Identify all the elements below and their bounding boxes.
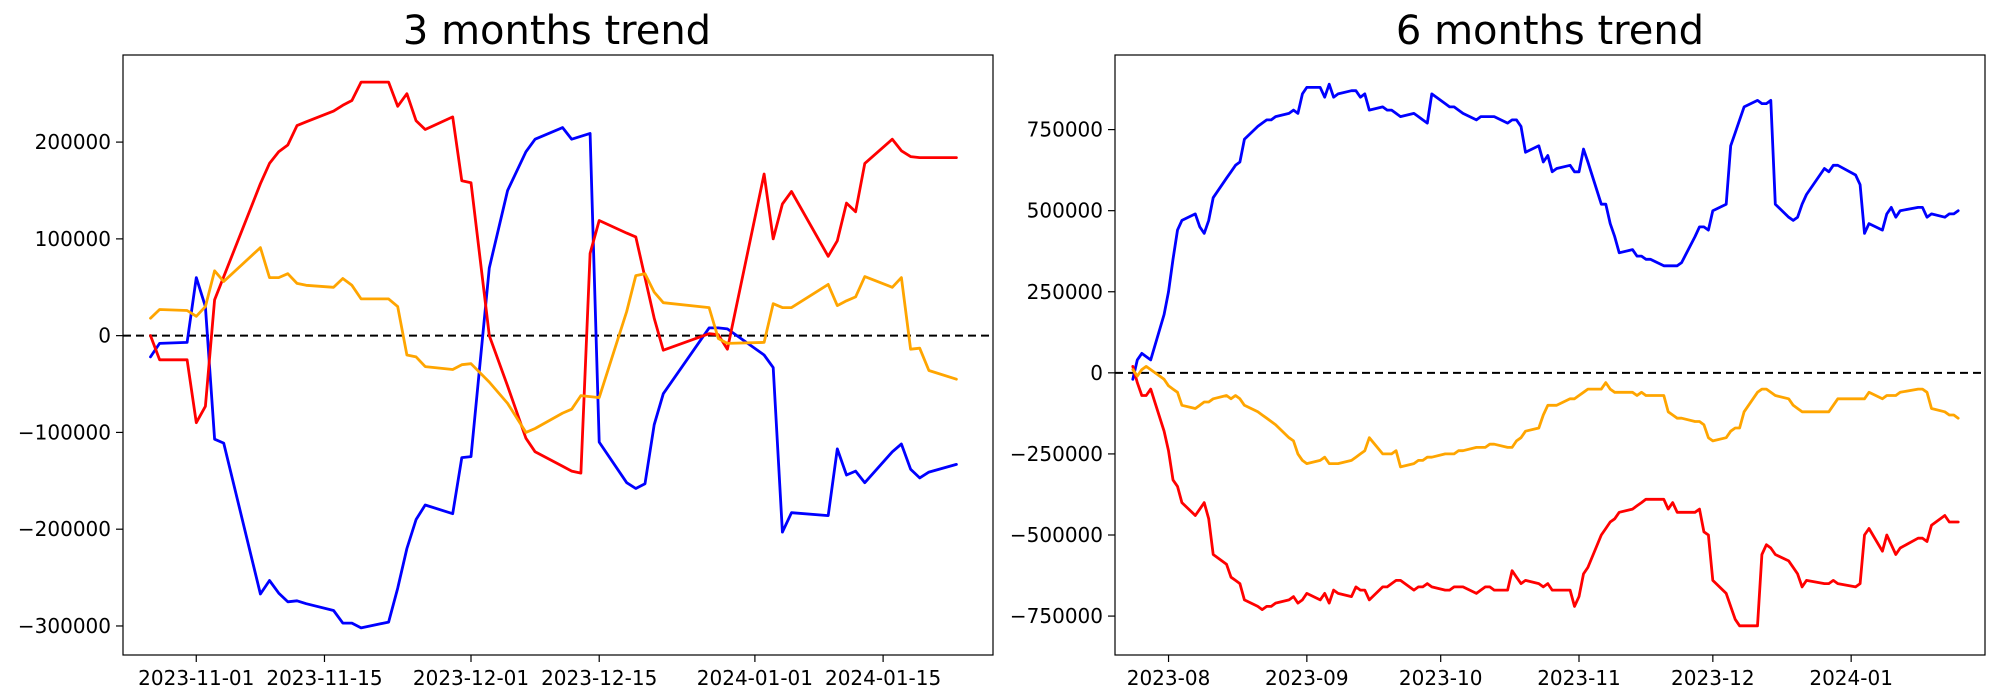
x-tick-label: 2024-01-15 <box>825 666 941 690</box>
chart-3-months-trend: 3 months trend −300000 −200000 −100000 0 100… <box>18 8 994 690</box>
x-tick-label: 2023-12-15 <box>541 666 657 690</box>
y-tick-label: 750000 <box>1027 118 1103 142</box>
x-tick-label: 2023-11-15 <box>266 666 382 690</box>
red-series-line <box>149 80 958 475</box>
y-tick-label: −300000 <box>18 614 111 638</box>
x-tick-label: 2023-11-01 <box>138 666 254 690</box>
y-tick-label: −100000 <box>18 420 111 444</box>
y-tick-label: 100000 <box>35 227 111 251</box>
y-tick-label: 0 <box>1090 361 1103 385</box>
blue-series-line <box>149 126 958 630</box>
axes-frame <box>1114 54 1986 656</box>
x-tick-label: 2023-08 <box>1127 666 1211 690</box>
y-tick-label: 250000 <box>1027 280 1103 304</box>
orange-series-line <box>149 246 958 434</box>
plot-area <box>1115 82 1985 628</box>
axes-frame <box>122 54 994 656</box>
y-tick-label: −200000 <box>18 517 111 541</box>
orange-series-line <box>1131 364 1960 469</box>
y-tick-label: −750000 <box>1010 604 1103 628</box>
y-tick-label: −250000 <box>1010 442 1103 466</box>
y-axis: −750000 −500000 −250000 0 250000 500000 750000 <box>1010 118 1115 628</box>
x-tick-label: 2023-09 <box>1265 666 1349 690</box>
x-tick-label: 2023-12 <box>1671 666 1755 690</box>
x-tick-label: 2023-12-01 <box>413 666 529 690</box>
y-tick-label: 0 <box>98 324 111 348</box>
x-tick-label: 2023-10 <box>1399 666 1483 690</box>
red-series-line <box>1131 364 1960 628</box>
y-tick-label: −500000 <box>1010 523 1103 547</box>
chart-title: 3 months trend <box>403 8 711 54</box>
y-tick-label: 200000 <box>35 130 111 154</box>
chart-title: 6 months trend <box>1396 8 1704 54</box>
x-tick-label: 2024-01 <box>1809 666 1893 690</box>
y-axis: −300000 −200000 −100000 0 100000 200000 <box>18 130 123 638</box>
x-tick-label: 2024-01-01 <box>697 666 813 690</box>
x-axis: 2023-08 2023-09 2023-10 2023-11 2023-12 2024-… <box>1127 655 1893 690</box>
plot-area <box>123 80 993 630</box>
y-tick-label: 500000 <box>1027 199 1103 223</box>
x-axis: 2023-11-01 2023-11-15 2023-12-01 2023-12-15… <box>138 655 941 690</box>
chart-6-months-trend: 6 months trend −750000 −500000 −250000 0 250… <box>1010 8 1986 690</box>
x-tick-label: 2023-11 <box>1537 666 1621 690</box>
blue-series-line <box>1131 82 1960 381</box>
